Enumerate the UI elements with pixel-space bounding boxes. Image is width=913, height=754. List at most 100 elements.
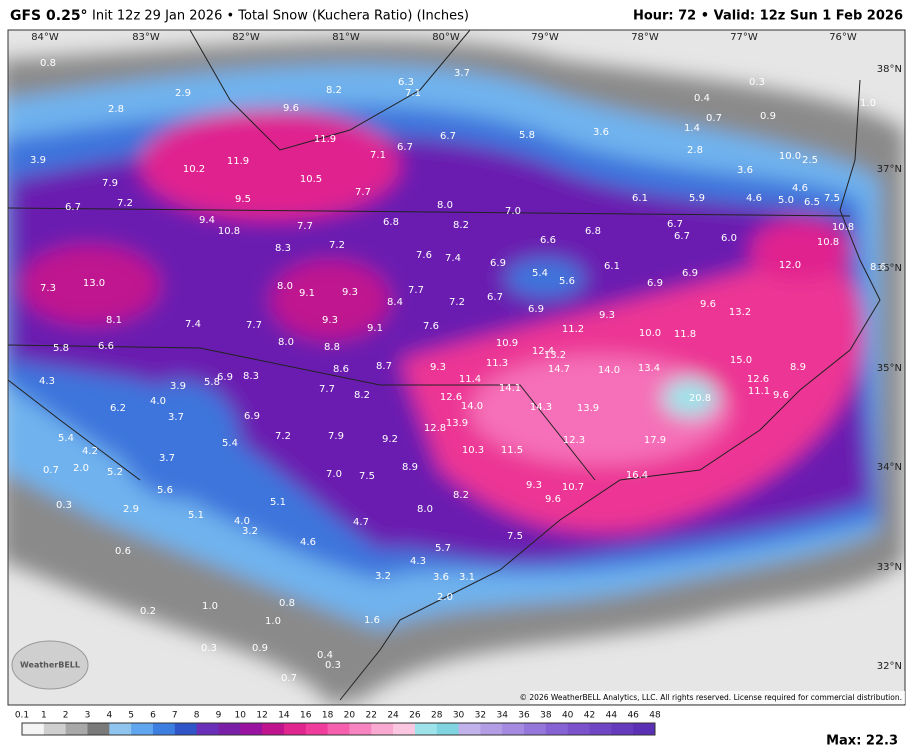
snow-amount: 8.2 xyxy=(354,390,370,401)
snow-amount: 2.9 xyxy=(175,88,191,99)
legend-label: 3 xyxy=(85,711,91,721)
lat-label: 37°N xyxy=(877,164,902,175)
snow-amount: 2.8 xyxy=(108,104,124,115)
legend-swatch xyxy=(262,723,285,735)
snow-amount: 10.8 xyxy=(817,237,839,248)
map-frame xyxy=(7,29,906,706)
snow-amount: 12.6 xyxy=(440,392,462,403)
snow-amount: 5.1 xyxy=(270,497,286,508)
snow-amount: 3.2 xyxy=(242,526,258,537)
legend-swatch xyxy=(524,723,547,735)
snow-amount: 7.9 xyxy=(102,178,118,189)
legend-label: 4 xyxy=(106,711,112,721)
lat-label: 35°N xyxy=(877,363,902,374)
legend-swatch xyxy=(152,723,176,735)
snow-amount: 10.3 xyxy=(462,445,484,456)
snow-amount: 0.3 xyxy=(325,660,341,671)
snow-amount: 1.6 xyxy=(364,615,380,626)
snow-amount: 4.0 xyxy=(150,396,166,407)
snow-amount: 7.2 xyxy=(329,240,345,251)
legend-frame xyxy=(21,722,656,736)
snow-amount: 6.9 xyxy=(217,372,233,383)
snow-amount: 8.2 xyxy=(326,85,342,96)
snow-amount: 1.0 xyxy=(265,616,281,627)
legend-label: 42 xyxy=(584,711,595,721)
snow-amount: 1.4 xyxy=(684,123,700,134)
snow-amount: 4.6 xyxy=(300,537,316,548)
snow-amount: 0.8 xyxy=(279,598,295,609)
snow-amount: 9.3 xyxy=(526,480,542,491)
snow-amount: 8.0 xyxy=(277,281,293,292)
snow-amount: 7.1 xyxy=(370,150,386,161)
snow-amount: 13.4 xyxy=(638,363,660,374)
legend-label: 5 xyxy=(128,711,134,721)
legend-label: 1 xyxy=(41,711,47,721)
lon-label: 81°W xyxy=(332,32,360,43)
legend-label: 48 xyxy=(649,711,661,721)
snow-amount: 11.3 xyxy=(486,358,508,369)
snow-amount: 9.3 xyxy=(322,315,338,326)
snow-amount: 14.0 xyxy=(461,401,483,412)
snow-amount: 14.1 xyxy=(499,383,521,394)
snow-amount: 14.7 xyxy=(548,364,570,375)
legend-swatch xyxy=(633,723,656,735)
lat-label: 36°N xyxy=(877,263,902,274)
snow-amount: 11.2 xyxy=(562,324,584,335)
legend-label: 28 xyxy=(431,711,443,721)
legend-label: 6 xyxy=(150,711,156,721)
legend-label: 2 xyxy=(63,711,69,721)
legend-swatch xyxy=(436,723,460,735)
legend-swatch xyxy=(545,723,569,735)
snow-amount: 7.5 xyxy=(359,471,375,482)
snow-amount: 6.7 xyxy=(667,219,683,230)
snow-amount: 0.8 xyxy=(40,58,56,69)
snow-amount: 11.9 xyxy=(314,134,336,145)
snow-amount: 7.9 xyxy=(328,431,344,442)
max-value: Max: 22.3 xyxy=(826,734,898,749)
snow-amount: 3.6 xyxy=(593,127,609,138)
snow-amount: 14.3 xyxy=(530,402,552,413)
snow-amount: 12.6 xyxy=(747,374,769,385)
snow-amount: 9.6 xyxy=(545,494,561,505)
copyright: © 2026 WeatherBELL Analytics, LLC. All r… xyxy=(520,693,902,702)
legend-swatch xyxy=(218,723,241,735)
snow-amount: 10.5 xyxy=(300,174,322,185)
snow-amount: 10.9 xyxy=(496,338,518,349)
lat-label: 32°N xyxy=(877,661,902,672)
snow-amount: 7.0 xyxy=(326,469,342,480)
snow-amount: 12.8 xyxy=(424,423,446,434)
lat-label: 38°N xyxy=(877,64,902,75)
legend-label: 44 xyxy=(606,711,618,721)
lat-label: 33°N xyxy=(877,562,902,573)
legend-swatch xyxy=(65,723,88,735)
snow-amount: 6.8 xyxy=(585,226,601,237)
snow-amount: 8.3 xyxy=(275,243,291,254)
snow-amount: 7.6 xyxy=(416,250,432,261)
snow-amount: 7.1 xyxy=(405,88,421,99)
snow-amount: 10.8 xyxy=(832,222,854,233)
snow-amount: 8.2 xyxy=(453,220,469,231)
snow-amount: 3.6 xyxy=(737,165,753,176)
snow-amount: 13.9 xyxy=(446,418,468,429)
snow-amount: 4.7 xyxy=(353,517,369,528)
snow-amount: 10.2 xyxy=(183,164,205,175)
snow-amount: 9.5 xyxy=(235,194,251,205)
snow-amount: 3.2 xyxy=(375,571,391,582)
snow-amount: 8.1 xyxy=(106,315,122,326)
snow-amount: 8.6 xyxy=(870,262,886,273)
snow-amount: 6.0 xyxy=(721,233,737,244)
map xyxy=(8,30,905,705)
snow-amount: 6.6 xyxy=(540,235,556,246)
snow-amount: 11.1 xyxy=(748,386,770,397)
snow-amount: 6.9 xyxy=(490,258,506,269)
snow-amount: 7.5 xyxy=(824,193,840,204)
snow-amount: 7.2 xyxy=(275,431,291,442)
snow-amount: 4.3 xyxy=(39,376,55,387)
snow-amount: 3.7 xyxy=(159,453,175,464)
snow-amount: 8.0 xyxy=(437,200,453,211)
snow-amount: 10.0 xyxy=(639,328,661,339)
snow-amount: 3.6 xyxy=(433,572,449,583)
snow-amount: 6.7 xyxy=(65,202,81,213)
snow-amount: 6.3 xyxy=(398,77,414,88)
snow-field xyxy=(8,39,905,705)
